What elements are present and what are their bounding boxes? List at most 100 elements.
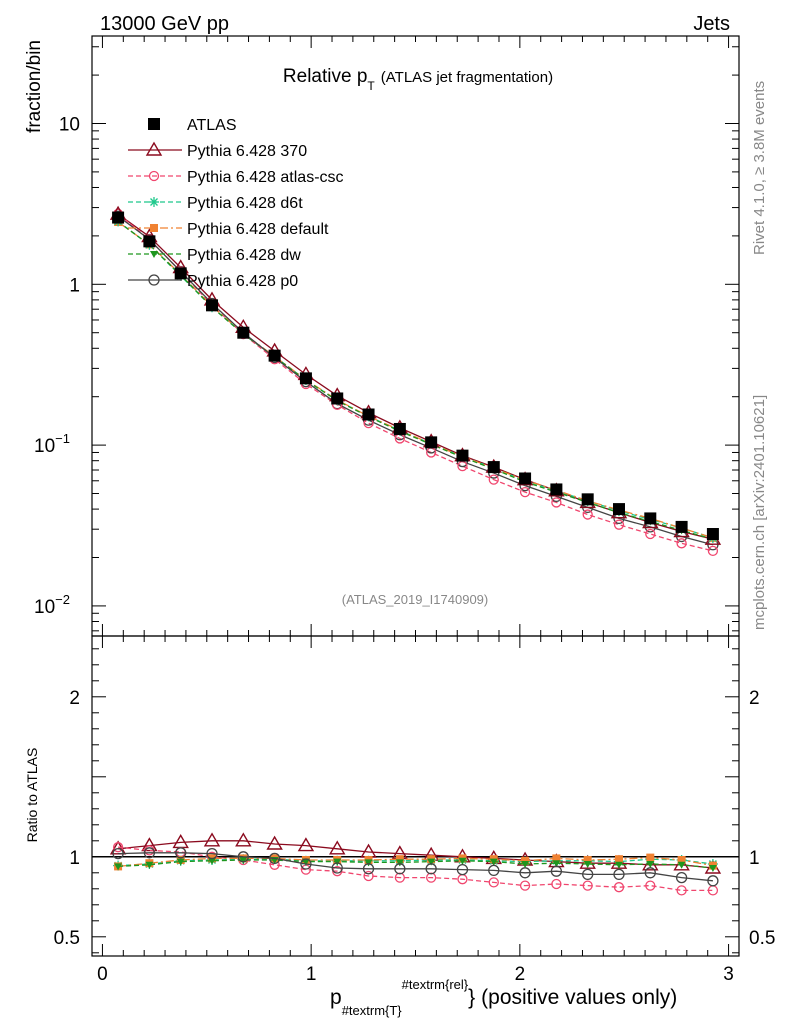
- x-axis-label-main: p: [330, 986, 342, 1009]
- data-point-atlas: [393, 422, 406, 435]
- ratio-point-dw: [239, 857, 248, 864]
- data-point-atlas_csc: [488, 474, 499, 485]
- axis-ticks: 0 1 2 3 10−2 10−1 1 10 0.5 0.5 1 1 2 2: [34, 36, 775, 985]
- ratio-point-dw: [458, 857, 467, 865]
- ratio-point-p0: [519, 867, 531, 879]
- plot-title: Relative pT (ATLAS jet fragmentation): [283, 66, 553, 93]
- legend-label-default: Pythia 6.428 default: [187, 221, 329, 238]
- ratio-tick-label-left: 2: [69, 688, 80, 709]
- ratio-point-atlas_csc: [426, 872, 437, 883]
- data-point-atlas: [206, 299, 219, 312]
- ratio-point-atlas_csc: [645, 880, 656, 891]
- ratio-point-p0: [394, 863, 406, 875]
- ratio-point-dw: [395, 859, 404, 867]
- y-tick-label: 10: [59, 114, 80, 135]
- data-point-atlas: [550, 483, 563, 496]
- data-point-atlas: [644, 512, 657, 525]
- data-point-atlas: [581, 493, 594, 506]
- data-point-atlas: [706, 528, 719, 541]
- ratio-line-dw: [118, 859, 713, 869]
- legend-label-p370: Pythia 6.428 370: [187, 143, 307, 160]
- data-point-atlas: [331, 392, 344, 405]
- ratio-point-default: [646, 853, 655, 862]
- ratio-point-atlas_csc: [488, 877, 499, 888]
- ratio-point-p370: [329, 840, 346, 855]
- legend-marker-atlas: [148, 118, 160, 130]
- ratio-point-atlas_csc: [394, 872, 405, 883]
- ratio-point-dw: [646, 861, 655, 868]
- ratio-point-atlas_csc: [582, 880, 593, 891]
- ratio-point-default: [521, 856, 530, 865]
- ratio-point-dw: [333, 858, 342, 866]
- ratio-tick-label-left: 0.5: [54, 928, 80, 949]
- ratio-point-p0: [707, 875, 719, 887]
- ratio-y-axis-label: Ratio to ATLAS: [24, 748, 40, 843]
- ratio-tick-label-right: 1: [749, 848, 760, 869]
- legend-marker-p370: [145, 141, 163, 156]
- side-label-mcplots: mcplots.cern.ch [arXiv:2401.10621]: [751, 395, 768, 630]
- legend-label-p0: Pythia 6.428 p0: [187, 273, 298, 290]
- x-axis-label-rest: (positive values only): [481, 986, 677, 1009]
- ratio-point-p370: [297, 837, 315, 852]
- ratio-point-p0: [237, 851, 249, 863]
- ratio-point-p0: [143, 847, 156, 859]
- data-point-atlas_csc: [707, 545, 719, 557]
- plot-title-sub: T: [367, 79, 375, 93]
- ratio-point-p370: [266, 835, 283, 850]
- ratio-point-dw: [427, 858, 436, 866]
- ratio-plot: [92, 832, 739, 896]
- data-point-atlas: [112, 211, 125, 224]
- series-line-dw: [117, 221, 714, 540]
- header-right: Jets: [693, 13, 730, 35]
- x-tick-label: 3: [723, 964, 734, 985]
- ratio-point-p0: [268, 852, 281, 865]
- data-point-atlas_csc: [519, 486, 531, 498]
- ratio-point-atlas_csc: [551, 878, 562, 890]
- ratio-point-default: [677, 856, 686, 864]
- y-axis-label: fraction/bin: [24, 40, 45, 133]
- ratio-point-p0: [112, 847, 124, 860]
- legend-label-atlas: ATLAS: [187, 117, 237, 134]
- legend-label-d6t: Pythia 6.428 d6t: [187, 195, 303, 212]
- ratio-point-atlas_csc: [363, 870, 374, 882]
- ratio-point-p0: [582, 868, 594, 881]
- x-axis-label-brace: }: [468, 986, 475, 1009]
- ratio-point-dw: [614, 861, 623, 869]
- ratio-point-p0: [300, 858, 312, 870]
- ratio-point-p370: [235, 832, 252, 847]
- analysis-tag: (ATLAS_2019_I1740909): [342, 592, 488, 607]
- data-point-atlas_csc: [645, 528, 656, 540]
- ratio-line-p370: [118, 840, 713, 869]
- ratio-point-default: [614, 855, 623, 864]
- x-axis-label-sub: #textrm{T}: [342, 1003, 403, 1018]
- ratio-point-dw: [114, 863, 123, 871]
- legend-marker-dw: [150, 251, 158, 258]
- data-point-atlas: [268, 349, 281, 362]
- series-line-p0: [117, 215, 714, 546]
- legend-marker-atlas_csc: [148, 170, 160, 182]
- y-tick-label: 1: [69, 275, 80, 296]
- data-point-atlas_csc: [676, 538, 687, 549]
- ratio-tick-label-left: 1: [69, 848, 80, 869]
- ratio-line-atlas_csc: [118, 846, 713, 892]
- plot-title-rest: (ATLAS jet fragmentation): [381, 69, 553, 86]
- data-point-atlas: [237, 326, 250, 339]
- data-point-atlas: [519, 472, 532, 485]
- ratio-point-dw: [145, 861, 154, 869]
- ratio-point-dw: [708, 865, 717, 872]
- star-stroke: [150, 198, 158, 206]
- data-point-atlas: [456, 449, 469, 462]
- side-label-rivet: Rivet 4.1.0, ≥ 3.8M events: [751, 81, 768, 255]
- ratio-point-p0: [362, 863, 375, 875]
- ratio-point-dw: [176, 858, 185, 866]
- ratio-point-p0: [456, 863, 469, 876]
- ratio-point-p0: [175, 847, 187, 859]
- data-point-atlas: [299, 372, 312, 385]
- ratio-tick-label-right: 2: [749, 688, 760, 709]
- ratio-point-p0: [613, 868, 625, 881]
- data-point-atlas_csc: [613, 519, 625, 530]
- ratio-point-dw: [583, 861, 592, 868]
- series-line-default: [117, 221, 714, 539]
- legend-marker-p0: [148, 274, 160, 286]
- ratio-point-p0: [644, 867, 656, 879]
